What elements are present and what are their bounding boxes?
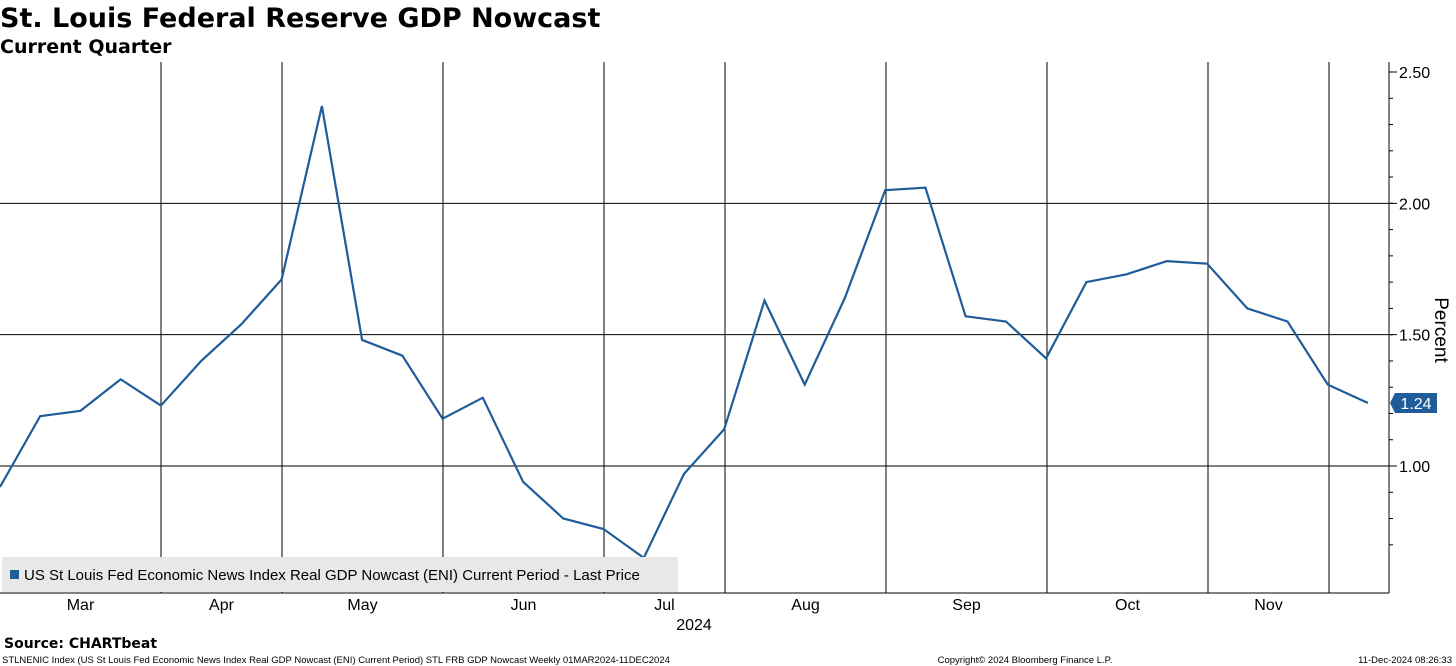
x-tick-label: Sep [952,597,981,614]
source-note: Source: CHARTbeat [4,636,157,652]
x-tick-label: Jul [654,597,674,614]
y-axis-label: Percent [1430,297,1451,363]
y-axis: 2.50 2.00 1.50 1.00 [0,62,1430,594]
year-label: 2024 [676,617,712,634]
last-value-tag [1390,392,1437,413]
legend-background [2,557,678,592]
x-axis-labels: Mar Apr May Jun Jul Aug Sep Oct Nov [67,597,1283,614]
last-value-marker: 1.24 [1390,392,1437,413]
chart-subtitle: Current Quarter [0,36,172,58]
x-tick-label: Aug [791,597,819,614]
footer-series-description: STLNENIC Index (US St Louis Fed Economic… [2,655,670,666]
y-tick-label: 1.00 [1399,459,1430,476]
grid [0,62,1389,593]
x-tick-label: Jun [511,597,537,614]
x-tick-label: Nov [1254,597,1282,614]
legend-swatch [10,570,19,579]
x-tick-label: May [347,597,377,614]
last-value-label: 1.24 [1400,396,1431,413]
y-tick-label: 1.50 [1399,328,1430,345]
series-layer [0,105,1369,560]
chart-title: St. Louis Federal Reserve GDP Nowcast [0,3,600,34]
series-line [0,105,1369,560]
x-tick-label: Mar [67,597,95,614]
footer-timestamp: 11-Dec-2024 08:26:33 [1358,655,1452,666]
footer-copyright: Copyright© 2024 Bloomberg Finance L.P. [938,655,1113,666]
x-tick-label: Oct [1115,597,1140,614]
legend: US St Louis Fed Economic News Index Real… [2,557,678,592]
legend-entry: US St Louis Fed Economic News Index Real… [24,567,640,584]
x-tick-label: Apr [209,597,235,614]
y-tick-label: 2.50 [1399,65,1430,82]
y-tick-label: 2.00 [1399,196,1430,213]
